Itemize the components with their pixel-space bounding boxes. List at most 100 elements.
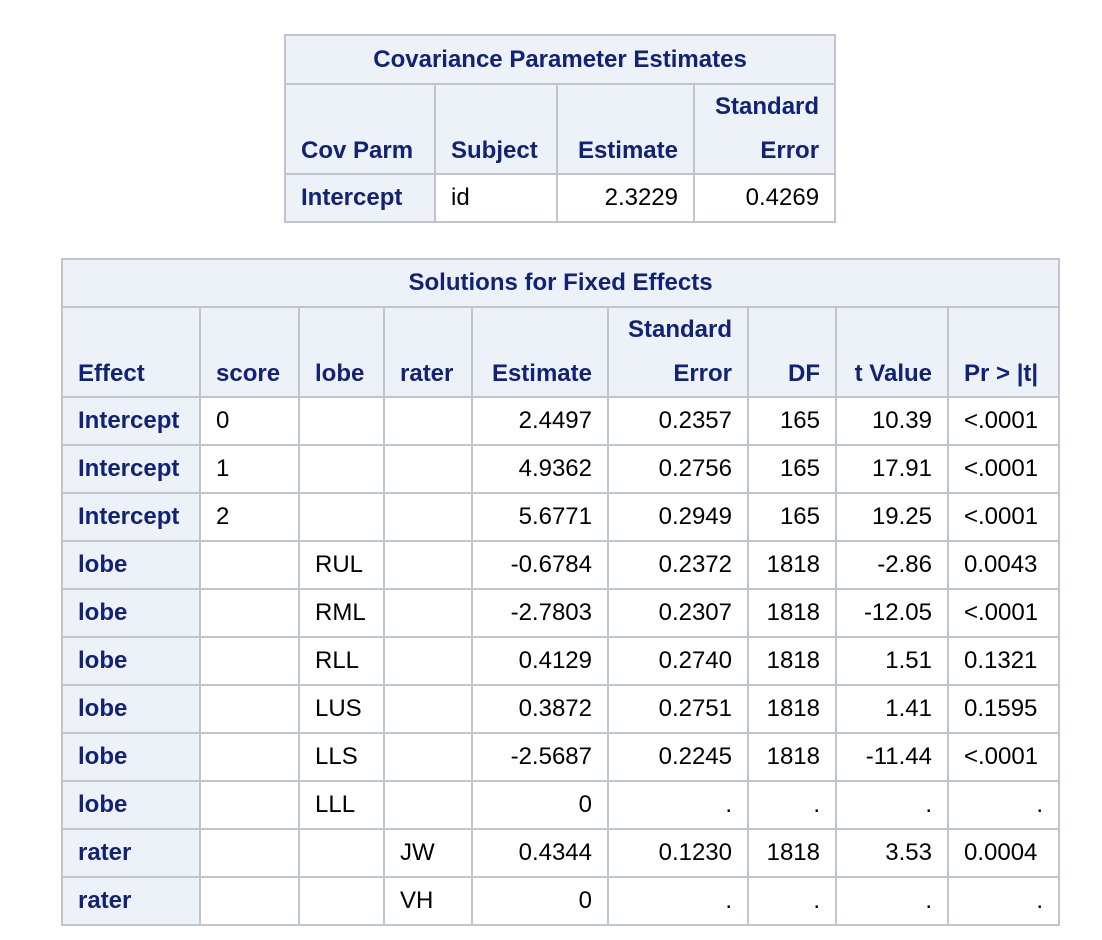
df-cell: 1818 <box>747 732 837 782</box>
estimate-cell: -2.5687 <box>471 732 609 782</box>
lobe-cell <box>298 492 385 542</box>
rater-cell <box>383 540 473 590</box>
t-value-cell: 10.39 <box>835 396 949 446</box>
pr-cell: 0.0043 <box>946 540 1061 590</box>
rater-cell <box>383 684 473 734</box>
covariance-parameter-table: Covariance Parameter Estimates Cov Parm … <box>283 34 837 223</box>
pr-cell: <.0001 <box>946 492 1061 542</box>
estimate-cell: 2.3229 <box>556 173 695 223</box>
score-cell <box>199 828 300 878</box>
fixed-effects-table: Solutions for Fixed Effects Effect score… <box>60 258 1061 926</box>
rater-cell: JW <box>383 828 473 878</box>
std-error-cell: 0.2372 <box>607 540 749 590</box>
pr-cell: 0.1595 <box>946 684 1061 734</box>
effect-cell: rater <box>61 876 201 926</box>
score-cell: 2 <box>199 492 300 542</box>
t-value-cell: 1.51 <box>835 636 949 686</box>
effect-cell: Intercept <box>61 396 201 446</box>
header-lobe: lobe <box>298 306 385 398</box>
rater-cell: VH <box>383 876 473 926</box>
estimate-cell: -2.7803 <box>471 588 609 638</box>
header-subject: Subject <box>434 83 558 175</box>
std-error-cell: 0.2357 <box>607 396 749 446</box>
score-cell <box>199 540 300 590</box>
std-error-cell: 0.2245 <box>607 732 749 782</box>
df-cell: 165 <box>747 492 837 542</box>
std-error-cell: 0.2756 <box>607 444 749 494</box>
table-row: rater VH 0.... <box>61 876 1061 926</box>
table-row: lobe RML -2.7803 0.2307 1818 -12.05 <.0001 <box>61 588 1061 638</box>
lobe-cell: RML <box>298 588 385 638</box>
header-score: score <box>199 306 300 398</box>
std-error-cell: 0.2740 <box>607 636 749 686</box>
effect-cell: lobe <box>61 636 201 686</box>
lobe-cell: LLL <box>298 780 385 830</box>
header-estimate: Estimate <box>471 306 609 398</box>
rater-cell <box>383 732 473 782</box>
pr-cell: <.0001 <box>946 732 1061 782</box>
effect-cell: lobe <box>61 588 201 638</box>
effect-cell: lobe <box>61 684 201 734</box>
effect-cell: lobe <box>61 780 201 830</box>
fixed-effects-table-title: Solutions for Fixed Effects <box>60 258 1061 308</box>
estimate-cell: -0.6784 <box>471 540 609 590</box>
header-t-value: t Value <box>835 306 949 398</box>
table-row: lobe LLL 0.... <box>61 780 1061 830</box>
pr-cell: <.0001 <box>946 588 1061 638</box>
header-effect: Effect <box>61 306 201 398</box>
rater-cell <box>383 444 473 494</box>
lobe-cell <box>298 444 385 494</box>
effect-cell: Intercept <box>61 444 201 494</box>
t-value-cell: 19.25 <box>835 492 949 542</box>
table-row: Intercept 0 2.4497 0.2357 165 10.39 <.0001 <box>61 396 1061 446</box>
header-df: DF <box>747 306 837 398</box>
header-standard-error-line2: Error <box>673 360 732 387</box>
t-value-cell: 1.41 <box>835 684 949 734</box>
table-row: lobe LLS -2.5687 0.2245 1818 -11.44 <.0001 <box>61 732 1061 782</box>
score-cell <box>199 876 300 926</box>
pr-cell: 0.1321 <box>946 636 1061 686</box>
t-value-cell: 3.53 <box>835 828 949 878</box>
covariance-table-title: Covariance Parameter Estimates <box>283 34 837 85</box>
df-cell: 1818 <box>747 828 837 878</box>
score-cell <box>199 588 300 638</box>
table-row: lobe RUL -0.6784 0.2372 1818 -2.86 0.0043 <box>61 540 1061 590</box>
df-cell: 1818 <box>747 540 837 590</box>
rater-cell <box>383 492 473 542</box>
header-estimate: Estimate <box>556 83 695 175</box>
estimate-cell: 0.3872 <box>471 684 609 734</box>
t-value-cell: -11.44 <box>835 732 949 782</box>
header-standard-error: Standard Error <box>692 83 837 175</box>
pr-cell: <.0001 <box>946 444 1061 494</box>
std-error-cell: 0.2307 <box>607 588 749 638</box>
header-rater: rater <box>383 306 473 398</box>
df-cell: 165 <box>747 444 837 494</box>
std-error-cell: 0.1230 <box>607 828 749 878</box>
pr-cell: . <box>946 780 1061 830</box>
t-value-cell: -2.86 <box>835 540 949 590</box>
score-cell <box>199 684 300 734</box>
effect-cell: Intercept <box>61 492 201 542</box>
std-error-cell: . <box>607 876 749 926</box>
lobe-cell: LLS <box>298 732 385 782</box>
lobe-cell: LUS <box>298 684 385 734</box>
fixed-effects-body: Intercept 0 2.4497 0.2357 165 10.39 <.0001 Inte… <box>61 396 1061 926</box>
estimate-cell: 0.4129 <box>471 636 609 686</box>
rater-cell <box>383 780 473 830</box>
effect-cell: lobe <box>61 540 201 590</box>
std-error-cell: 0.2751 <box>607 684 749 734</box>
std-error-cell: 0.4269 <box>692 173 837 223</box>
score-cell: 1 <box>199 444 300 494</box>
table-row: Intercept 2 5.6771 0.2949 165 19.25 <.0001 <box>61 492 1061 542</box>
t-value-cell: 17.91 <box>835 444 949 494</box>
df-cell: 1818 <box>747 684 837 734</box>
table-row: Intercept 1 4.9362 0.2756 165 17.91 <.0001 <box>61 444 1061 494</box>
header-standard-error: Standard Error <box>607 306 749 398</box>
lobe-cell: RLL <box>298 636 385 686</box>
estimate-cell: 0 <box>471 876 609 926</box>
t-value-cell: -12.05 <box>835 588 949 638</box>
effect-cell: rater <box>61 828 201 878</box>
pr-cell: . <box>946 876 1061 926</box>
rater-cell <box>383 396 473 446</box>
df-cell: . <box>747 876 837 926</box>
